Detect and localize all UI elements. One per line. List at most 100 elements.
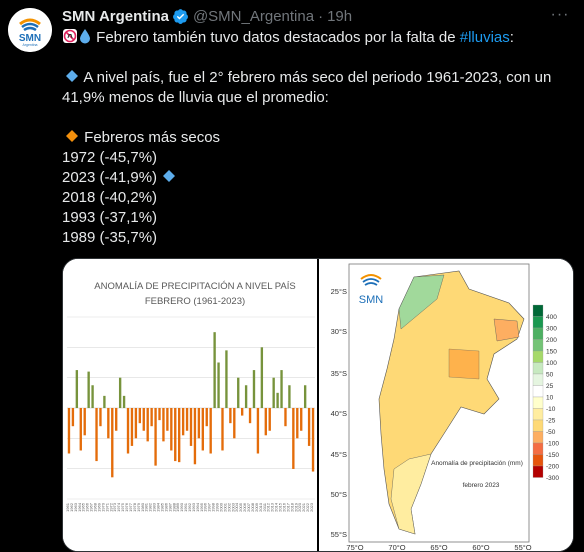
chart-bar-1983 (154, 408, 157, 466)
legend-swatch (532, 442, 544, 455)
chart-bar-1998 (213, 332, 216, 408)
chart-bar-2017 (288, 385, 291, 408)
chart-bar-1985 (162, 408, 165, 442)
chart-x-label-1979: 1979 (136, 502, 141, 512)
separator-dot: · (318, 7, 324, 25)
chart-bar-1989 (178, 408, 181, 463)
chart-title: ANOMALÍA DE PRECIPITACIÓN A NIVEL PAÍS (94, 281, 296, 292)
map-legend: 400 300 200 150 100 50 25 10 -10 -25 -50 -100 -150 -2… (532, 304, 559, 482)
chart-bar-1997 (209, 408, 212, 454)
chart-x-label-1999: 1999 (215, 502, 220, 512)
y-tick-55S: 55°S (331, 530, 347, 539)
chart-x-label-1965: 1965 (81, 502, 86, 512)
chart-bar-1977 (130, 408, 134, 446)
chart-x-label-2008: 2008 (250, 502, 255, 512)
chart-x-label-2002: 2002 (226, 502, 231, 512)
chart-bar-1999 (217, 362, 220, 408)
tweet-media[interactable]: ANOMALÍA DE PRECIPITACIÓN A NIVEL PAÍS F… (62, 258, 574, 552)
chart-bar-2005 (240, 408, 244, 416)
chart-bar-1980 (142, 408, 145, 431)
media-image-map[interactable]: SMN 25°S 30°S 35°S 40°S 45°S 50°S 55°S 7… (319, 259, 573, 551)
chart-x-label-1994: 1994 (195, 502, 200, 512)
chart-bar-2004 (237, 377, 240, 408)
chart-bar-1974 (118, 377, 122, 408)
legend-swatch (532, 396, 544, 409)
y-tick-50S: 50°S (331, 490, 347, 499)
chart-x-label-2015: 2015 (278, 502, 283, 512)
legend-label: -25 (546, 418, 556, 425)
avatar-subtext: Argentina (23, 43, 38, 47)
legend-swatch (532, 350, 544, 363)
chart-x-label-1989: 1989 (175, 502, 180, 512)
chart-x-label-2003: 2003 (230, 502, 235, 512)
northeast-dry-region (493, 318, 520, 342)
chart-bar-1973 (115, 408, 118, 431)
tweet-line-1-text: Febrero también tuvo datos destacados po… (92, 29, 460, 46)
y-tick-40S: 40°S (331, 409, 347, 418)
legend-swatch (532, 316, 544, 329)
legend-label: -300 (546, 475, 559, 482)
more-options-icon[interactable]: ··· (550, 6, 570, 23)
chart-x-label-1961: 1961 (65, 502, 70, 512)
tweet-line-9: 1989 (-35,7%) (62, 229, 158, 246)
map-subtitle: febrero 2023 (463, 482, 500, 489)
tweet-timestamp[interactable]: 19h (327, 7, 353, 25)
map-title: Anomalía de precipitación (mm) (431, 460, 523, 467)
legend-label: 50 (546, 372, 554, 379)
chart-x-label-2023: 2023 (309, 502, 314, 512)
author-handle[interactable]: @SMN_Argentina (192, 7, 315, 25)
chart-x-label-2001: 2001 (222, 502, 227, 512)
chart-bar-1988 (174, 408, 177, 462)
tweet-line-5: 1972 (-45,7%) (62, 149, 158, 166)
legend-label: 100 (546, 360, 557, 367)
tweet-line-6-text: 2023 (-41,9%) (62, 169, 162, 186)
chart-bar-1971 (107, 408, 110, 439)
chart-x-label-2021: 2021 (301, 502, 306, 512)
legend-label: -100 (546, 441, 559, 448)
y-tick-35S: 35°S (331, 369, 347, 378)
chart-bar-2000 (221, 408, 224, 451)
chart-bar-1996 (205, 408, 208, 427)
chart-x-label-1982: 1982 (148, 502, 153, 512)
chart-bar-2002 (229, 408, 232, 424)
chart-bar-1979 (138, 408, 142, 424)
chart-bar-2014 (276, 392, 279, 408)
chart-bar-1993 (193, 408, 197, 465)
chart-bar-1992 (189, 408, 193, 446)
chart-x-label-2018: 2018 (289, 502, 294, 512)
tweet-line-3: 41,9% menos de lluvia que el promedio: (62, 89, 329, 106)
tweet-text: Febrero también tuvo datos destacados po… (62, 28, 572, 248)
chart-bar-1975 (122, 395, 126, 408)
legend-swatch (532, 465, 544, 478)
chart-bar-2019 (296, 408, 299, 439)
chart-x-label-2016: 2016 (281, 502, 286, 512)
chart-x-label-2012: 2012 (266, 502, 271, 512)
media-image-bar-chart[interactable]: ANOMALÍA DE PRECIPITACIÓN A NIVEL PAÍS F… (63, 259, 317, 551)
chart-x-label-1995: 1995 (199, 502, 204, 512)
chart-x-label-1975: 1975 (120, 502, 125, 512)
chart-x-label-1972: 1972 (108, 502, 113, 512)
chart-x-label-1981: 1981 (144, 502, 149, 512)
chart-x-label-1983: 1983 (152, 502, 157, 512)
tweet-line-1-suffix: : (509, 29, 514, 46)
hashtag-link[interactable]: #lluvias (459, 29, 510, 46)
chart-x-label-1984: 1984 (156, 502, 161, 512)
chart-bar-2012 (268, 408, 271, 431)
avatar[interactable]: SMN Argentina (8, 8, 52, 52)
y-tick-45S: 45°S (331, 450, 347, 459)
chart-x-label-2019: 2019 (293, 502, 298, 512)
chart-bar-2021 (303, 385, 307, 408)
avatar-text: SMN (19, 33, 41, 44)
legend-swatch (532, 419, 544, 432)
blue-diamond-icon (66, 70, 78, 82)
chart-bar-2007 (248, 408, 252, 424)
map-logo-text: SMN (359, 294, 384, 306)
chart-bar-1970 (103, 395, 106, 408)
chart-x-label-1997: 1997 (207, 502, 212, 512)
chart-bar-2008 (252, 370, 256, 408)
chart-x-label-1991: 1991 (183, 502, 188, 512)
author-name[interactable]: SMN Argentina (62, 7, 169, 25)
x-tick-60O: 60°O (472, 543, 489, 551)
blue-diamond-icon (163, 170, 176, 182)
chart-bar-1986 (166, 408, 169, 431)
